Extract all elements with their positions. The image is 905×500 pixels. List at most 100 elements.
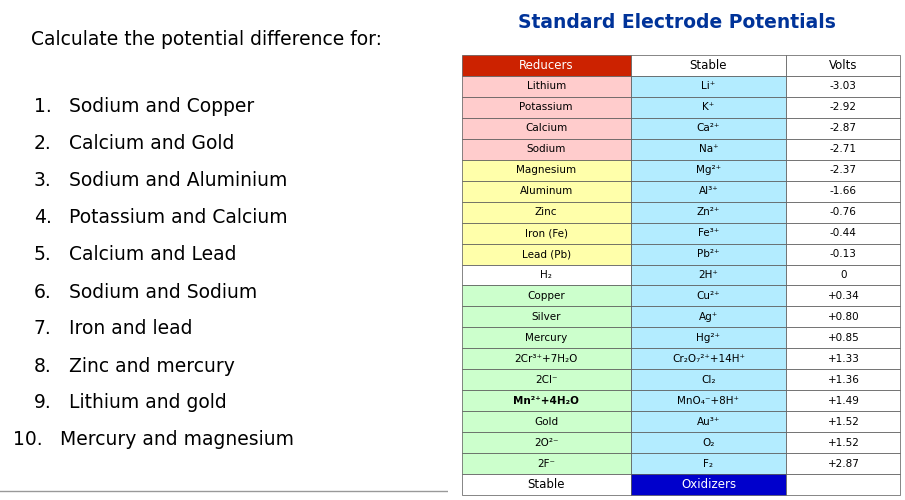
Text: Hg²⁺: Hg²⁺ — [697, 333, 720, 343]
Bar — [631, 286, 786, 306]
Bar — [631, 453, 786, 474]
Text: Potassium: Potassium — [519, 102, 573, 113]
Text: 9.: 9. — [33, 394, 52, 412]
Text: +2.87: +2.87 — [827, 458, 860, 468]
Bar — [631, 160, 786, 180]
Text: Pb²⁺: Pb²⁺ — [697, 249, 719, 259]
Bar — [631, 328, 786, 348]
Bar — [462, 306, 631, 328]
Bar — [631, 348, 786, 370]
Text: Zn²⁺: Zn²⁺ — [697, 207, 720, 217]
Text: Volts: Volts — [829, 59, 858, 72]
Text: -0.44: -0.44 — [830, 228, 857, 238]
Text: +0.85: +0.85 — [827, 333, 859, 343]
Text: 2F⁻: 2F⁻ — [538, 458, 555, 468]
Text: 2.: 2. — [33, 134, 52, 154]
Text: -2.87: -2.87 — [830, 124, 857, 134]
Bar — [631, 222, 786, 244]
Bar — [631, 264, 786, 285]
Bar — [786, 264, 900, 285]
Text: Iron and lead: Iron and lead — [70, 320, 193, 338]
Bar — [462, 286, 631, 306]
Text: Mercury and magnesium: Mercury and magnesium — [61, 430, 294, 450]
Text: Zinc and mercury: Zinc and mercury — [70, 356, 235, 376]
Bar — [462, 411, 631, 432]
Bar — [462, 453, 631, 474]
Bar — [786, 390, 900, 411]
Text: Standard Electrode Potentials: Standard Electrode Potentials — [518, 12, 835, 32]
Bar — [462, 160, 631, 180]
Bar — [786, 432, 900, 453]
Bar — [462, 118, 631, 139]
Bar — [462, 348, 631, 370]
Bar — [462, 222, 631, 244]
Text: 2Cr³⁺+7H₂O: 2Cr³⁺+7H₂O — [514, 354, 577, 364]
Text: -2.71: -2.71 — [830, 144, 857, 154]
Bar — [462, 390, 631, 411]
Bar — [786, 370, 900, 390]
Bar — [786, 286, 900, 306]
Text: H₂: H₂ — [540, 270, 552, 280]
Text: Zinc: Zinc — [535, 207, 557, 217]
Bar — [631, 411, 786, 432]
Bar — [631, 244, 786, 264]
Text: Mercury: Mercury — [525, 333, 567, 343]
Text: 3.: 3. — [33, 172, 52, 190]
Text: O₂: O₂ — [702, 438, 715, 448]
Text: +1.36: +1.36 — [827, 375, 860, 385]
Bar — [462, 474, 631, 495]
Bar — [462, 264, 631, 285]
Text: +1.52: +1.52 — [827, 438, 860, 448]
Bar — [786, 55, 900, 76]
Text: K⁺: K⁺ — [702, 102, 715, 113]
Bar — [462, 328, 631, 348]
Bar — [462, 432, 631, 453]
Text: Mn²⁺+4H₂O: Mn²⁺+4H₂O — [513, 396, 579, 406]
Text: 4.: 4. — [33, 208, 52, 228]
Text: 5.: 5. — [33, 246, 52, 264]
Text: Oxidizers: Oxidizers — [681, 478, 736, 491]
Bar — [786, 348, 900, 370]
Text: Sodium: Sodium — [527, 144, 566, 154]
Bar — [462, 244, 631, 264]
Text: Stable: Stable — [690, 59, 728, 72]
Text: 0: 0 — [840, 270, 847, 280]
Bar — [631, 370, 786, 390]
Text: Lead (Pb): Lead (Pb) — [521, 249, 571, 259]
Text: -0.13: -0.13 — [830, 249, 857, 259]
Text: MnO₄⁻+8H⁺: MnO₄⁻+8H⁺ — [678, 396, 739, 406]
Text: 2H⁺: 2H⁺ — [699, 270, 719, 280]
Text: -0.76: -0.76 — [830, 207, 857, 217]
Text: Ag⁺: Ag⁺ — [699, 312, 718, 322]
Text: -2.92: -2.92 — [830, 102, 857, 113]
Text: +1.33: +1.33 — [827, 354, 860, 364]
Text: +1.49: +1.49 — [827, 396, 860, 406]
Bar — [786, 411, 900, 432]
Bar — [786, 453, 900, 474]
Bar — [462, 202, 631, 222]
Bar — [786, 474, 900, 495]
Bar — [631, 55, 786, 76]
Text: Sodium and Sodium: Sodium and Sodium — [70, 282, 258, 302]
Text: 10.: 10. — [13, 430, 43, 450]
Text: Iron (Fe): Iron (Fe) — [525, 228, 567, 238]
Bar — [786, 76, 900, 97]
Text: Stable: Stable — [528, 478, 565, 491]
Text: -3.03: -3.03 — [830, 82, 857, 92]
Text: Sodium and Aluminium: Sodium and Aluminium — [70, 172, 288, 190]
Bar — [462, 370, 631, 390]
Bar — [631, 432, 786, 453]
Bar — [786, 328, 900, 348]
Text: Sodium and Copper: Sodium and Copper — [70, 98, 254, 116]
Text: Calcium and Lead: Calcium and Lead — [70, 246, 237, 264]
Bar — [631, 139, 786, 160]
Text: Copper: Copper — [528, 291, 565, 301]
Bar — [786, 139, 900, 160]
Text: Aluminum: Aluminum — [519, 186, 573, 196]
Bar — [786, 222, 900, 244]
Bar — [462, 55, 631, 76]
Bar — [786, 118, 900, 139]
Text: Calculate the potential difference for:: Calculate the potential difference for: — [32, 30, 382, 49]
Bar — [462, 180, 631, 202]
Text: Mg²⁺: Mg²⁺ — [696, 165, 721, 175]
